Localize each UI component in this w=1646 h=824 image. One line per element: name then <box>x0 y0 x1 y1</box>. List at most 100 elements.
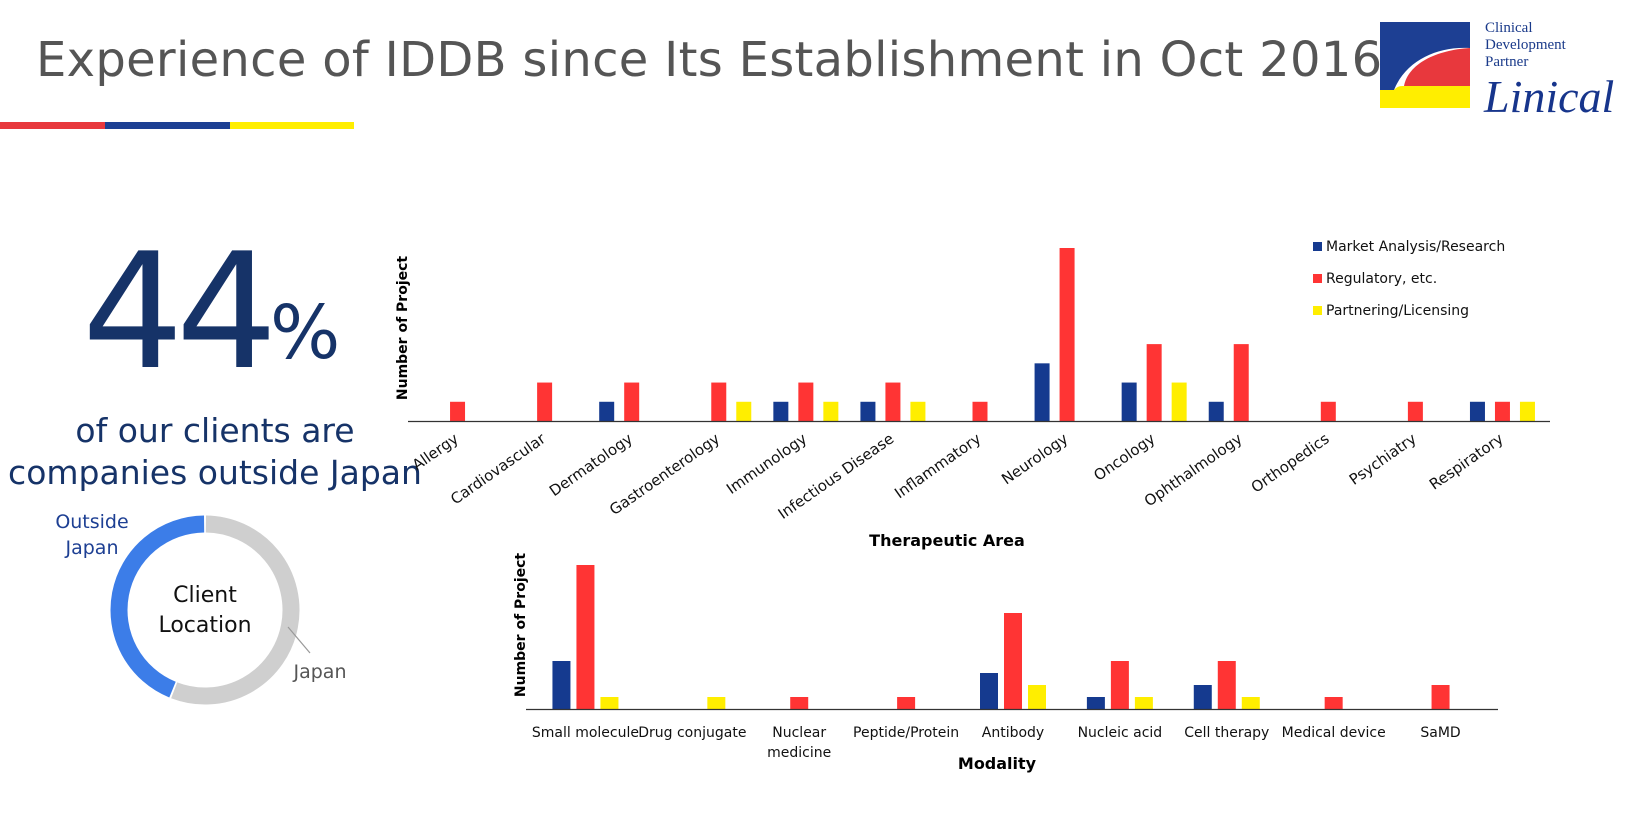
bar-ophthalmology-market-analysis-research <box>1208 401 1224 421</box>
x-tick-label: Orthopedics <box>1248 429 1333 496</box>
x-tick-label: Antibody <box>982 725 1044 741</box>
x-tick-label: Oncology <box>1090 429 1158 484</box>
bar-dermatology-market-analysis-research <box>599 401 615 421</box>
bar-peptide-protein-regulatory-etc <box>897 697 916 709</box>
bar-oncology-market-analysis-research <box>1121 382 1137 421</box>
donut-slice-japan <box>171 515 300 705</box>
donut-label-outside-japan: Outside <box>55 511 128 533</box>
donut-label-japan: Japan <box>293 661 347 683</box>
bar-respiratory-regulatory-etc <box>1494 401 1510 421</box>
bar-nucleic-acid-partnering-licensing <box>1134 697 1153 709</box>
bar-oncology-partnering-licensing <box>1171 382 1187 421</box>
logo-line2: Development <box>1485 37 1566 53</box>
bar-nucleic-acid-market-analysis-research <box>1086 697 1105 709</box>
bar-small-molecule-regulatory-etc <box>576 565 595 709</box>
donut-center-label: Client <box>173 583 237 608</box>
bar-nuclear-medicine-regulatory-etc <box>790 697 809 709</box>
accent-bar-yellow <box>230 122 354 129</box>
modality-chart: Small molecule Drug conjugate Nuclear medic… <box>513 553 1498 773</box>
logo-line3: Partner <box>1485 54 1529 70</box>
legend-swatch-regulatory-etc <box>1313 274 1322 283</box>
legend-label-regulatory-etc: Regulatory, etc. <box>1326 271 1437 287</box>
bar-immunology-regulatory-etc <box>798 382 814 421</box>
legend-swatch-partnering-licensing <box>1313 306 1322 315</box>
therapeutic-area-chart: AllergyCardiovascularDermatologyGastroen… <box>395 239 1550 550</box>
accent-bar-blue <box>105 122 230 129</box>
x-tick-label: Dermatology <box>546 429 636 500</box>
x-tick-label: Cell therapy <box>1184 725 1269 741</box>
bar-cell-therapy-partnering-licensing <box>1241 697 1260 709</box>
x-axis-title: Modality <box>958 754 1037 773</box>
logo-brand: Linical <box>1484 71 1615 122</box>
bar-ophthalmology-regulatory-etc <box>1233 344 1249 421</box>
donut-slice-outside-japan <box>110 515 205 698</box>
x-tick-label: medicine <box>767 745 831 761</box>
bar-inflammatory-regulatory-etc <box>972 401 988 421</box>
x-tick-label: Drug conjugate <box>638 725 746 741</box>
bar-drug-conjugate-partnering-licensing <box>707 697 726 709</box>
bar-antibody-partnering-licensing <box>1028 685 1046 709</box>
legend-label-market-analysis-research: Market Analysis/Research <box>1326 239 1505 255</box>
x-tick-label: SaMD <box>1420 725 1460 741</box>
x-tick-label: Small molecule <box>532 725 639 741</box>
legend-label-partnering-licensing: Partnering/Licensing <box>1326 303 1469 319</box>
logo-tagline: Clinical Development Partner <box>1485 20 1566 71</box>
bar-immunology-partnering-licensing <box>823 401 839 421</box>
bar-cardiovascular-regulatory-etc <box>537 382 553 421</box>
x-tick-label: Inflammatory <box>891 429 984 502</box>
bar-orthopedics-regulatory-etc <box>1320 401 1336 421</box>
bar-small-molecule-market-analysis-research <box>552 661 571 709</box>
bar-respiratory-market-analysis-research <box>1469 401 1485 421</box>
x-tick-label: Allergy <box>409 429 462 474</box>
x-tick-label: Ophthalmology <box>1141 429 1246 510</box>
stat-caption-line1: of our clients are <box>75 411 355 450</box>
y-axis-title: Number of Project <box>513 553 529 698</box>
x-tick-label: Cardiovascular <box>447 429 549 508</box>
stat-caption: of our clients are companies outside Jap… <box>0 410 430 494</box>
bar-infectious-disease-regulatory-etc <box>885 382 901 421</box>
bar-immunology-market-analysis-research <box>773 401 789 421</box>
bar-gastroenterology-partnering-licensing <box>736 401 752 421</box>
client-location-donut: Client Location Outside Japan Japan <box>55 511 347 705</box>
accent-bar-red <box>0 122 105 129</box>
bar-infectious-disease-market-analysis-research <box>860 401 876 421</box>
bar-dermatology-regulatory-etc <box>624 382 640 421</box>
linical-logo: Clinical Development Partner Linical <box>1378 20 1626 122</box>
x-axis-title: Therapeutic Area <box>869 531 1025 550</box>
donut-center-label: Location <box>158 613 251 638</box>
x-tick-label: Immunology <box>723 429 810 497</box>
bar-small-molecule-partnering-licensing <box>600 697 619 709</box>
bar-psychiatry-regulatory-etc <box>1407 401 1423 421</box>
x-tick-label: Medical device <box>1282 725 1386 741</box>
donut-leader-line <box>287 626 311 654</box>
legend-swatch-market-analysis-research <box>1313 242 1322 251</box>
page-title: Experience of IDDB since Its Establishme… <box>36 32 1383 88</box>
bar-medical-device-regulatory-etc <box>1324 697 1343 709</box>
stat-caption-line2: companies outside Japan <box>8 453 422 492</box>
bar-infectious-disease-partnering-licensing <box>910 401 926 421</box>
bar-antibody-market-analysis-research <box>980 673 998 709</box>
bar-allergy-regulatory-etc <box>450 401 466 421</box>
bar-cell-therapy-market-analysis-research <box>1193 685 1212 709</box>
y-axis-title: Number of Project <box>395 256 411 401</box>
logo-emblem <box>1380 22 1470 108</box>
bar-oncology-regulatory-etc <box>1146 344 1162 421</box>
logo-line1: Clinical <box>1485 20 1533 36</box>
x-tick-label: Psychiatry <box>1346 429 1420 488</box>
bar-neurology-market-analysis-research <box>1034 363 1050 421</box>
bar-cell-therapy-regulatory-etc <box>1217 661 1236 709</box>
stat-unit: % <box>270 290 341 376</box>
bar-samd-regulatory-etc <box>1431 685 1450 709</box>
x-tick-label: Respiratory <box>1426 429 1507 493</box>
x-tick-label: Nuclear <box>772 725 826 741</box>
x-tick-label: Peptide/Protein <box>853 725 959 741</box>
bar-nucleic-acid-regulatory-etc <box>1110 661 1129 709</box>
stat-value: 44 <box>82 218 278 405</box>
bar-antibody-regulatory-etc <box>1004 613 1022 709</box>
donut-label-outside-japan: Japan <box>65 537 119 559</box>
bar-neurology-regulatory-etc <box>1059 248 1075 421</box>
bar-respiratory-partnering-licensing <box>1519 401 1535 421</box>
bar-gastroenterology-regulatory-etc <box>711 382 727 421</box>
x-tick-label: Nucleic acid <box>1078 725 1163 741</box>
x-tick-label: Neurology <box>998 429 1071 488</box>
